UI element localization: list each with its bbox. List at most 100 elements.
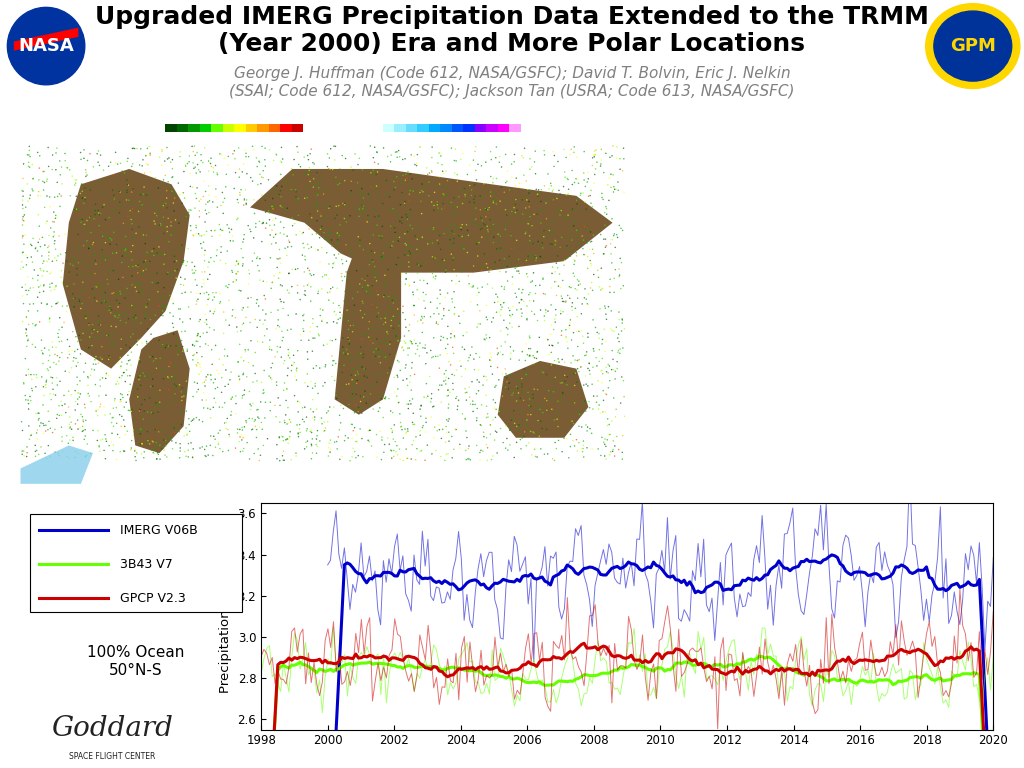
Point <box>499 432 515 445</box>
Point <box>459 386 475 399</box>
Point <box>223 223 240 236</box>
Point <box>264 276 281 289</box>
Point <box>369 146 385 158</box>
Point <box>318 316 335 329</box>
Point <box>122 204 138 217</box>
Point <box>394 187 411 199</box>
Point <box>476 430 493 442</box>
Point <box>62 258 79 270</box>
Point <box>418 416 434 429</box>
Point <box>390 209 407 221</box>
Point <box>324 233 340 246</box>
Point <box>263 198 280 210</box>
Point <box>477 333 494 346</box>
Point <box>372 346 388 358</box>
Point <box>464 341 480 353</box>
Point <box>509 303 525 316</box>
Point <box>418 378 434 390</box>
Point <box>134 160 151 172</box>
Point <box>83 180 99 193</box>
Point <box>449 201 465 214</box>
Point <box>204 358 220 370</box>
Point <box>432 297 449 310</box>
Point <box>512 392 528 405</box>
Point <box>283 184 299 196</box>
Point <box>375 197 391 210</box>
Point <box>520 386 537 399</box>
Point <box>98 369 115 381</box>
Point <box>472 454 488 466</box>
Point <box>539 213 555 225</box>
Point <box>276 242 293 254</box>
Polygon shape <box>498 361 589 438</box>
Point <box>334 382 350 394</box>
Point <box>355 349 372 361</box>
Point <box>231 373 248 386</box>
Point <box>390 306 407 319</box>
Point <box>377 269 393 281</box>
Point <box>132 438 148 450</box>
Point <box>508 436 524 449</box>
Point <box>579 425 595 437</box>
Point <box>193 194 209 206</box>
Point <box>340 323 356 336</box>
Point <box>572 187 589 200</box>
Point <box>343 369 359 381</box>
Point <box>104 445 121 457</box>
Point <box>593 365 609 377</box>
Point <box>313 412 330 424</box>
Point <box>379 326 395 338</box>
Point <box>592 160 608 172</box>
Point <box>411 293 427 305</box>
Point <box>273 141 290 154</box>
Point <box>357 274 374 286</box>
Point <box>516 142 532 154</box>
Point <box>91 316 108 328</box>
Point <box>551 184 567 197</box>
Point <box>578 378 594 390</box>
Point <box>402 204 419 216</box>
Point <box>150 286 166 298</box>
Point <box>482 214 499 226</box>
Point <box>88 358 104 370</box>
Point <box>344 326 360 338</box>
Point <box>574 187 591 199</box>
Point <box>118 243 134 256</box>
Point <box>274 449 291 462</box>
Point <box>477 203 494 215</box>
Point <box>304 447 321 459</box>
Point <box>153 217 169 230</box>
Point <box>161 433 177 445</box>
Point <box>531 403 548 415</box>
Point <box>335 257 351 270</box>
Point <box>515 208 531 220</box>
Point <box>35 347 51 359</box>
Point <box>128 260 144 272</box>
Point <box>231 171 248 184</box>
Point <box>504 389 520 402</box>
Point <box>273 325 290 337</box>
Point <box>396 335 413 347</box>
Point <box>444 325 461 337</box>
Point <box>170 345 186 357</box>
Point <box>200 402 216 415</box>
Point <box>548 442 564 455</box>
Point <box>246 415 262 428</box>
Point <box>360 425 377 437</box>
Point <box>564 178 581 190</box>
Point <box>47 252 63 264</box>
Point <box>74 177 90 190</box>
Point <box>349 201 366 214</box>
Point <box>543 237 559 250</box>
Point <box>321 294 337 306</box>
Point <box>101 353 118 365</box>
Point <box>316 200 333 212</box>
Point <box>127 451 143 463</box>
Point <box>247 414 263 426</box>
Point <box>70 379 86 391</box>
Point <box>485 172 502 184</box>
Point <box>264 214 281 227</box>
Point <box>490 221 507 233</box>
Point <box>212 223 228 236</box>
Point <box>242 268 258 280</box>
